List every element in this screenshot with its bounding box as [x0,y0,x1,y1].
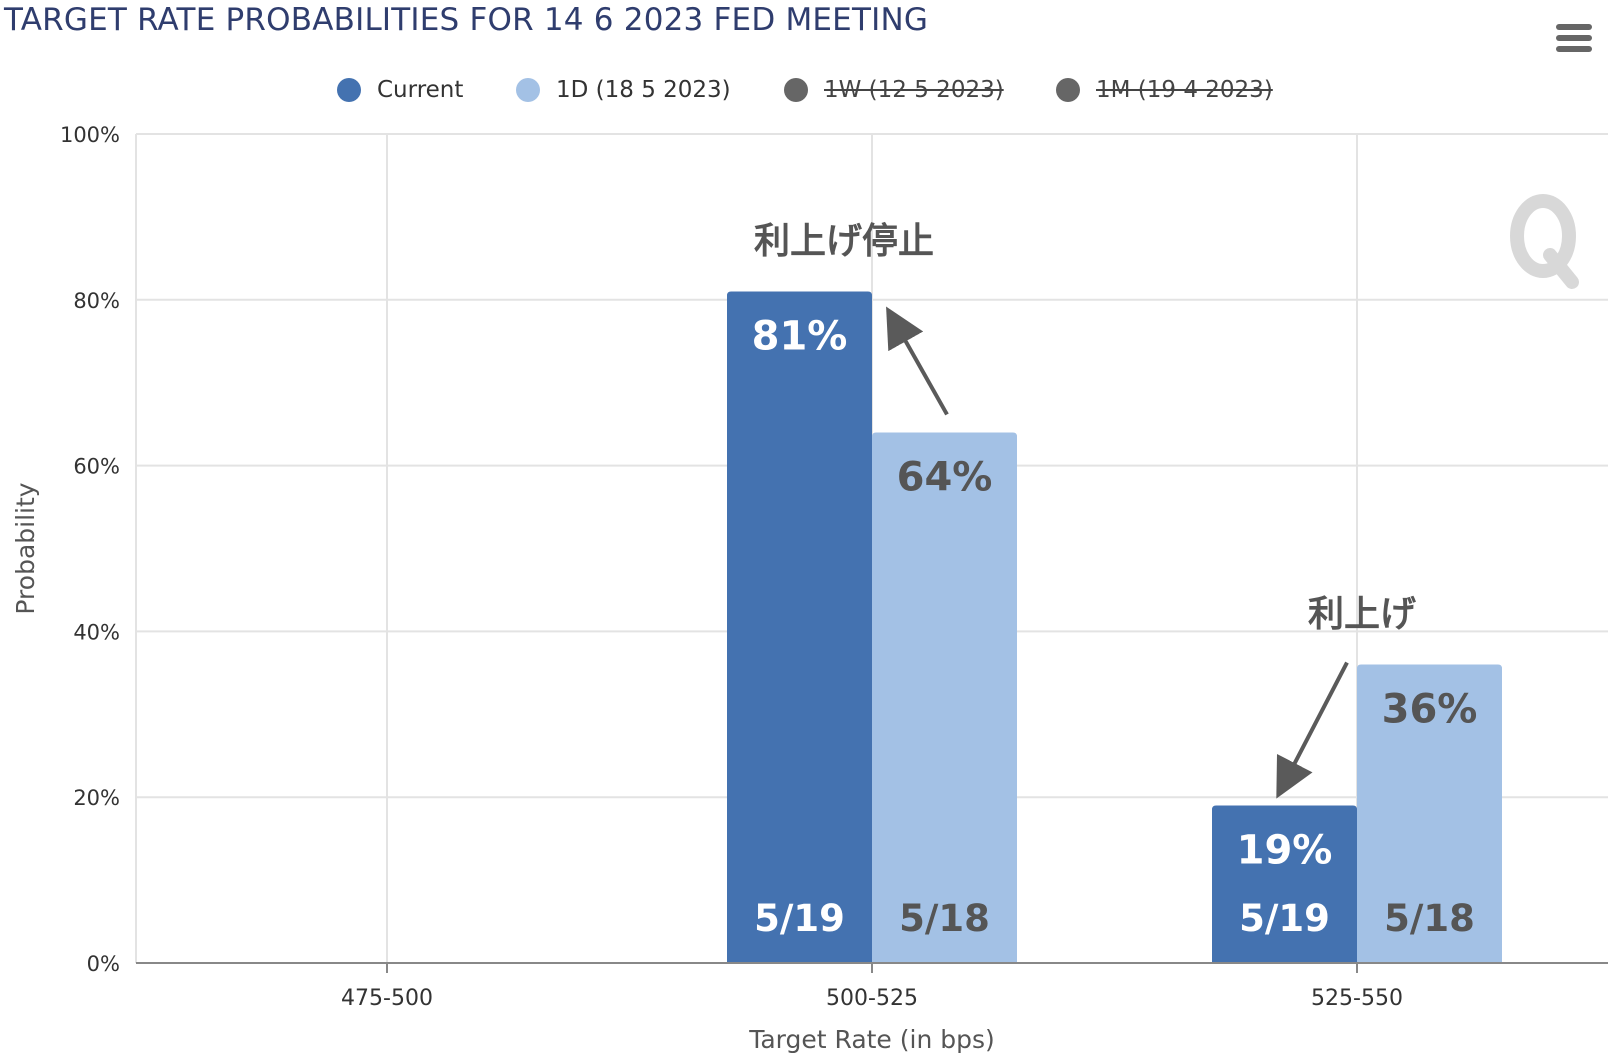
legend-label-1w: 1W (12 5 2023) [824,77,1004,103]
legend-label-1m: 1M (19 4 2023) [1096,77,1273,103]
x-tick-label: 500-525 [826,986,918,1011]
y-tick-label: 20% [73,786,120,810]
bar-value-label: 36% [1382,687,1478,733]
legend-dot-1m [1056,78,1080,102]
chart-title: TARGET RATE PROBABILITIES FOR 14 6 2023 … [4,2,929,38]
annotation-arrow [1276,661,1349,799]
bar-date-label: 5/19 [1239,897,1330,940]
y-tick-label: 40% [73,620,120,644]
bar-1d-525-550 [1357,664,1502,963]
bar-date-label: 5/18 [1384,897,1475,940]
y-tick-label: 80% [73,289,120,313]
bars [727,291,1502,963]
legend-item-1m[interactable]: 1M (19 4 2023) [1056,70,1273,110]
bar-value-label: 81% [752,314,848,360]
annotation-label: 利上げ [1308,594,1416,635]
legend-dot-current [337,78,361,102]
bar-date-label: 5/19 [754,897,845,940]
annotation-arrow [886,306,949,416]
y-tick-label: 60% [73,455,120,479]
legend: Current 1D (18 5 2023) 1W (12 5 2023) 1M… [0,70,1608,110]
bar-date-label: 5/18 [899,897,990,940]
bar-value-label: 19% [1237,827,1333,873]
hamburger-menu-icon[interactable] [1556,24,1592,54]
legend-label-current: Current [377,77,464,103]
legend-label-1d: 1D (18 5 2023) [556,77,731,103]
y-tick-label: 100% [60,123,120,147]
x-tick-label: 475-500 [341,986,433,1011]
bar-value-label: 64% [897,454,993,500]
quikstrike-q-logo [1452,188,1579,297]
legend-dot-1w [784,78,808,102]
legend-item-current[interactable]: Current [337,70,463,110]
legend-item-1d[interactable]: 1D (18 5 2023) [516,70,731,110]
y-axis-title: Probability [11,482,40,614]
x-axis-title: Target Rate (in bps) [748,1025,995,1054]
legend-item-1w[interactable]: 1W (12 5 2023) [784,70,1004,110]
annotation-label: 利上げ停止 [754,221,934,262]
bar-current-500-525 [727,291,872,963]
y-tick-label: 0% [87,952,120,976]
x-tick-label: 525-550 [1311,986,1403,1011]
legend-dot-1d [516,78,540,102]
axes: 0% 20% 40% 60% 80% 100% 475-500 500-525 525-550 T… [11,123,1608,1054]
bar-current-525-550 [1212,805,1357,963]
bar-labels: 81% 5/19 19% 5/19 64% 5/18 36% 5/18 [752,314,1478,940]
bar-1d-500-525 [872,432,1017,963]
